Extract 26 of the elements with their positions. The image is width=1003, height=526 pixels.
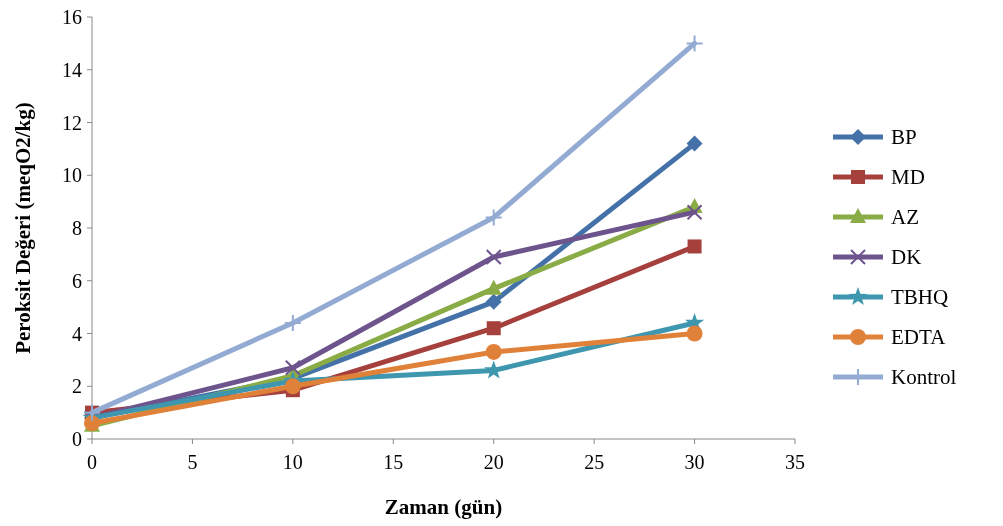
y-tick-label: 12 bbox=[62, 111, 82, 134]
y-tick-label: 2 bbox=[72, 375, 82, 398]
y-axis-title: Peroksit Değeri (meqO2/kg) bbox=[11, 102, 35, 354]
y-tick-label: 0 bbox=[72, 428, 82, 450]
legend-label: AZ bbox=[891, 205, 919, 230]
x-tick-label: 30 bbox=[684, 451, 705, 473]
y-tick-label: 10 bbox=[62, 164, 82, 187]
y-tick-label: 16 bbox=[62, 6, 82, 28]
legend-label: DK bbox=[891, 245, 922, 270]
y-tick-label: 4 bbox=[72, 322, 82, 345]
x-tick-label: 0 bbox=[87, 451, 97, 473]
x-tick-label: 10 bbox=[282, 451, 303, 473]
legend-label: EDTA bbox=[891, 325, 947, 350]
x-axis-title: Zaman (gün) bbox=[384, 495, 503, 519]
legend-label: Kontrol bbox=[891, 365, 957, 390]
x-tick-label: 15 bbox=[383, 451, 404, 473]
legend-label: TBHQ bbox=[891, 285, 949, 310]
y-tick-label: 8 bbox=[72, 217, 82, 239]
x-tick-label: 5 bbox=[187, 451, 198, 473]
legend-label: MD bbox=[891, 165, 925, 190]
x-tick-label: 20 bbox=[483, 451, 504, 473]
legend-label: BP bbox=[891, 125, 917, 150]
x-tick-label: 25 bbox=[584, 451, 605, 473]
y-tick-label: 6 bbox=[72, 269, 82, 292]
x-tick-label: 35 bbox=[785, 451, 805, 473]
y-tick-label: 14 bbox=[62, 58, 82, 81]
